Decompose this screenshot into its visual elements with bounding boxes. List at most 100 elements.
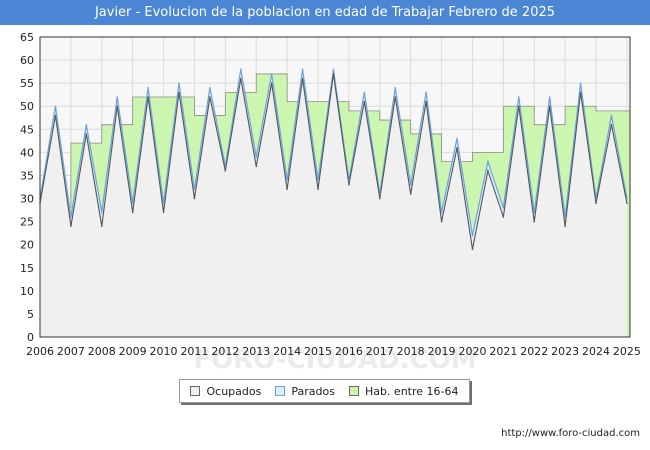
data-point-parados	[239, 68, 242, 71]
legend-label-ocupados: Ocupados	[206, 384, 262, 398]
data-point-parados	[270, 73, 273, 75]
watermark: FORO-CIUDAD.COM	[193, 345, 476, 375]
data-point-ocupados	[116, 105, 119, 108]
y-tick-label: 25	[20, 216, 34, 229]
data-point-ocupados	[270, 82, 273, 84]
y-tick-label: 60	[20, 54, 34, 67]
x-tick-label: 2017	[366, 345, 394, 358]
data-point-parados	[548, 96, 551, 98]
data-point-ocupados	[162, 211, 165, 214]
x-tick-label: 2020	[458, 345, 486, 358]
data-point-parados	[255, 156, 258, 158]
y-tick-label: 50	[20, 100, 34, 113]
data-point-parados	[517, 96, 520, 98]
y-tick-label: 40	[20, 146, 34, 159]
data-point-ocupados	[487, 170, 489, 172]
data-point-ocupados	[348, 183, 350, 186]
data-point-ocupados	[224, 170, 227, 172]
data-point-parados	[54, 105, 57, 108]
data-point-parados	[70, 216, 72, 218]
data-point-parados	[502, 206, 505, 209]
data-point-parados	[579, 82, 582, 84]
data-point-parados	[209, 86, 211, 89]
x-tick-label: 2019	[428, 345, 456, 358]
y-tick-label: 5	[27, 308, 34, 321]
data-point-ocupados	[100, 225, 103, 228]
x-tick-label: 2025	[613, 345, 641, 358]
data-point-ocupados	[471, 248, 474, 251]
data-point-ocupados	[286, 188, 288, 191]
y-tick-label: 0	[27, 331, 34, 344]
data-point-ocupados	[332, 73, 335, 75]
legend-label-parados: Parados	[291, 384, 335, 398]
source-url: http://www.foro-ciudad.com	[501, 428, 640, 439]
data-point-parados	[85, 123, 88, 126]
x-tick-label: 2023	[551, 345, 579, 358]
legend-swatch-parados	[275, 386, 286, 396]
legend-label-hab: Hab. entre 16-64	[364, 384, 459, 398]
data-point-ocupados	[193, 197, 196, 200]
data-point-ocupados	[70, 225, 72, 228]
y-tick-label: 15	[20, 262, 34, 275]
data-point-parados	[131, 202, 134, 204]
data-point-ocupados	[409, 193, 412, 195]
x-tick-label: 2024	[582, 345, 610, 358]
data-point-ocupados	[54, 114, 57, 117]
data-point-ocupados	[394, 96, 397, 98]
data-point-parados	[162, 202, 165, 204]
y-tick-label: 10	[20, 285, 34, 298]
data-point-parados	[332, 68, 335, 71]
data-point-ocupados	[255, 165, 258, 168]
y-tick-label: 45	[20, 123, 34, 136]
data-point-parados	[564, 216, 566, 218]
data-point-ocupados	[579, 91, 582, 94]
data-point-parados	[286, 179, 288, 181]
x-tick-label: 2022	[520, 345, 548, 358]
x-tick-label: 2014	[273, 345, 301, 358]
y-tick-label: 65	[20, 31, 34, 44]
data-point-ocupados	[548, 105, 551, 108]
data-point-parados	[595, 197, 597, 200]
legend: Ocupados Parados Hab. entre 16-64	[179, 379, 470, 403]
data-point-ocupados	[378, 197, 381, 200]
data-point-ocupados	[147, 96, 149, 98]
data-point-parados	[425, 91, 427, 94]
data-point-parados	[348, 179, 350, 181]
data-point-parados	[610, 114, 613, 117]
x-tick-label: 2016	[335, 345, 363, 358]
data-point-parados	[363, 91, 366, 94]
data-point-parados	[147, 86, 149, 89]
data-point-ocupados	[564, 225, 566, 228]
series-area-ocupados	[40, 73, 627, 337]
legend-item-parados: Parados	[275, 385, 335, 398]
x-tick-label: 2008	[88, 345, 116, 358]
data-point-parados	[317, 179, 319, 181]
data-point-ocupados	[301, 77, 304, 80]
x-tick-label: 2015	[304, 345, 332, 358]
x-tick-label: 2018	[397, 345, 425, 358]
data-point-ocupados	[626, 202, 628, 204]
data-point-ocupados	[517, 105, 520, 108]
legend-swatch-ocupados	[190, 386, 201, 396]
data-point-parados	[471, 234, 474, 237]
y-tick-label: 20	[20, 239, 34, 252]
data-point-parados	[378, 193, 381, 195]
data-point-ocupados	[610, 123, 613, 126]
data-point-parados	[178, 82, 180, 84]
data-point-ocupados	[533, 220, 536, 223]
data-point-ocupados	[239, 77, 242, 80]
data-point-ocupados	[317, 188, 319, 191]
data-point-ocupados	[502, 216, 505, 218]
data-point-parados	[440, 211, 443, 214]
data-point-parados	[626, 197, 628, 200]
chart-title: Javier - Evolucion de la poblacion en ed…	[0, 0, 650, 25]
data-point-parados	[487, 160, 489, 163]
x-tick-label: 2006	[26, 345, 54, 358]
legend-item-ocupados: Ocupados	[190, 385, 261, 398]
data-point-parados	[100, 211, 103, 214]
data-point-parados	[193, 188, 196, 191]
data-point-ocupados	[440, 220, 443, 223]
x-tick-label: 2009	[119, 345, 147, 358]
data-point-ocupados	[85, 133, 88, 135]
